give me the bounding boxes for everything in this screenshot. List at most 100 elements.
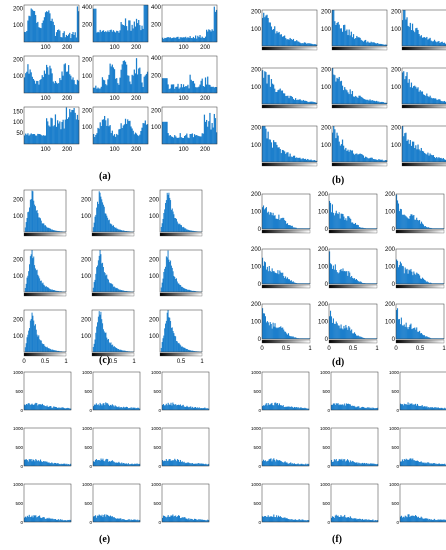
plot-frame — [23, 55, 80, 94]
histogram-bar — [307, 158, 309, 162]
histogram-bar — [100, 458, 102, 466]
histogram-bar — [30, 516, 32, 522]
histogram-bar — [55, 350, 57, 352]
histogram-bar — [172, 514, 174, 522]
plot-frame — [23, 249, 67, 293]
histogram-bar — [128, 407, 130, 410]
histogram-bar — [117, 228, 119, 232]
histogram-bar — [358, 336, 360, 339]
histogram-bar — [205, 463, 207, 466]
histogram-bar — [435, 158, 437, 162]
histogram-bar — [369, 519, 371, 522]
intensity-colorbar — [328, 339, 378, 344]
histogram-bar — [124, 519, 126, 522]
y-tick-label: 200 — [251, 68, 262, 74]
histogram-bar — [117, 31, 119, 42]
histogram-bar — [269, 270, 271, 284]
histogram-bar — [368, 42, 370, 46]
histogram-bar — [173, 84, 175, 93]
histogram-bar — [279, 460, 281, 466]
histogram-bar — [444, 101, 446, 104]
histogram-bar — [69, 74, 71, 93]
histogram-bar — [299, 338, 301, 339]
histogram-bar — [426, 463, 428, 466]
histogram-bar — [189, 406, 191, 410]
histogram-bar — [362, 407, 365, 410]
histogram-bar — [190, 38, 192, 42]
histogram-bar — [128, 75, 130, 93]
histogram-bar — [192, 36, 195, 42]
histogram-bar — [301, 463, 303, 466]
histogram-bar — [334, 213, 336, 229]
histogram-bar — [297, 157, 299, 162]
histogram-bar — [113, 286, 115, 292]
histogram-bar — [359, 281, 361, 284]
histogram-bar — [63, 463, 65, 466]
histogram-bar — [207, 126, 209, 144]
histogram-bar — [130, 126, 132, 144]
histogram-bar — [24, 77, 26, 93]
y-tick-label: 200 — [391, 10, 402, 16]
histogram-bar — [420, 333, 423, 339]
y-tick-label: 200 — [82, 22, 93, 28]
histogram-bar — [42, 344, 44, 352]
histogram-bar — [402, 325, 404, 339]
histogram-bar — [108, 74, 110, 93]
histogram-bar — [24, 459, 26, 466]
histogram-bar — [347, 149, 349, 162]
histogram-bar — [206, 464, 208, 466]
histogram-bar — [94, 137, 96, 144]
histogram-bar — [307, 228, 309, 229]
histogram-bar — [166, 192, 168, 232]
histogram-bar — [48, 406, 50, 410]
histogram-bar — [40, 134, 42, 144]
histogram-bar — [429, 518, 431, 522]
histogram-bar — [195, 407, 197, 410]
histogram-bar — [97, 265, 99, 292]
histogram-bar — [108, 516, 111, 522]
histogram-bar — [60, 407, 62, 410]
histogram-bar — [300, 283, 302, 284]
histogram-bar — [361, 463, 363, 466]
histogram-bar — [214, 11, 217, 43]
histogram-bar — [420, 278, 423, 284]
histogram-bar — [273, 84, 275, 104]
histogram-bar — [128, 519, 130, 522]
histogram-bar — [99, 192, 101, 232]
histogram-bar — [25, 403, 27, 410]
histogram-bar — [335, 138, 337, 162]
histogram-bar — [183, 288, 185, 292]
histogram-bar — [302, 283, 304, 284]
histogram-bar — [423, 226, 425, 229]
histogram-bar — [403, 517, 405, 522]
histogram-bar — [191, 81, 193, 93]
histogram-bar — [28, 211, 30, 232]
histogram-bar — [354, 518, 356, 522]
histogram-bar — [304, 283, 306, 284]
y-tick-label: 200 — [321, 126, 332, 132]
histogram-bar — [98, 191, 100, 232]
histogram-bar — [425, 517, 427, 522]
histogram-bar — [276, 31, 278, 46]
histogram-bar — [34, 204, 36, 232]
histogram-bar — [338, 141, 340, 162]
histogram-bar — [51, 518, 53, 522]
histogram-bar — [417, 144, 419, 162]
histogram-bar — [348, 271, 350, 284]
histogram-bar — [42, 135, 44, 144]
histogram-bar — [191, 407, 193, 410]
histogram-bar — [181, 346, 182, 352]
histogram-bar — [41, 517, 43, 522]
histogram-bar — [113, 31, 116, 42]
histogram-bar — [427, 96, 429, 104]
histogram-bar — [426, 518, 428, 522]
histogram-bar — [299, 42, 301, 46]
histogram-bar — [270, 142, 273, 162]
histogram-bar — [31, 250, 33, 292]
y-tick-label: 0 — [20, 520, 23, 525]
histogram-bar — [143, 123, 145, 144]
histogram-bar — [62, 520, 64, 522]
